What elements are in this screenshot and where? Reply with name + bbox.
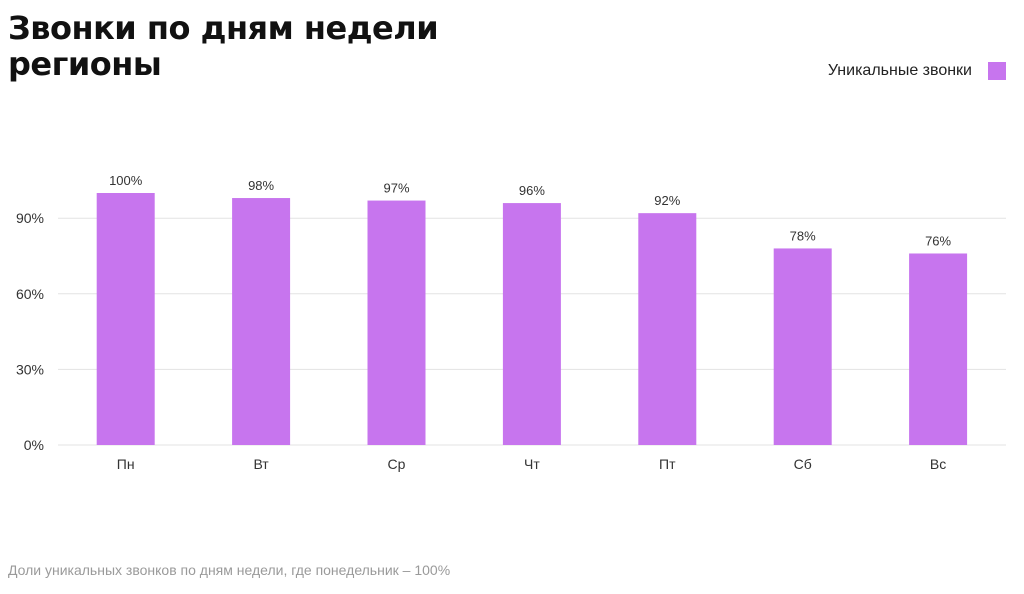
x-tick-label: Пн	[117, 456, 135, 472]
x-tick-label: Ср	[388, 456, 406, 472]
bar	[909, 253, 968, 445]
data-label: 97%	[383, 181, 409, 196]
data-label: 100%	[109, 173, 143, 188]
data-label: 98%	[248, 178, 274, 193]
data-label: 92%	[654, 193, 680, 208]
footnote: Доли уникальных звонков по дням недели, …	[8, 562, 451, 578]
x-tick-label: Сб	[794, 456, 812, 472]
bar	[96, 193, 155, 445]
chart-title-line-1: Звонки по дням недели	[8, 9, 439, 47]
x-tick-label: Чт	[524, 456, 540, 472]
chart-title-line-2: регионы	[8, 45, 162, 83]
chart-title: Звонки по дням недели регионы	[8, 9, 439, 83]
data-label: 76%	[925, 233, 951, 248]
bar-layer	[96, 193, 968, 445]
y-tick-label: 30%	[16, 361, 44, 377]
legend: Уникальные звонки	[828, 62, 1006, 80]
bar	[638, 213, 697, 445]
bar	[367, 200, 426, 445]
label-layer: 0% 30% 60% 90% 100% Пн 98% Вт 97% Ср 96% Чт 92% Пт 78%…	[16, 173, 952, 472]
y-tick-label: 0%	[24, 437, 44, 453]
x-tick-label: Пт	[659, 456, 676, 472]
legend-label: Уникальные звонки	[827, 62, 972, 79]
bar	[773, 248, 832, 445]
bar	[502, 203, 561, 445]
data-label: 96%	[519, 183, 545, 198]
legend-swatch	[988, 62, 1006, 80]
y-tick-label: 60%	[16, 286, 44, 302]
x-tick-label: Вт	[253, 456, 269, 472]
y-tick-label: 90%	[16, 210, 44, 226]
bar	[232, 198, 291, 445]
data-label: 78%	[790, 228, 816, 243]
x-tick-label: Вс	[930, 456, 946, 472]
